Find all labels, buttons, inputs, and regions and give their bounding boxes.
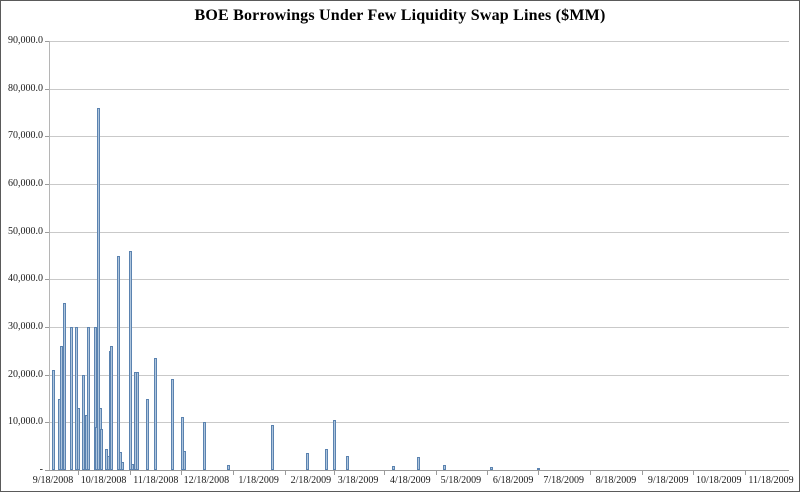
y-axis-label: 10,000.0 [8, 416, 43, 428]
x-axis-tick [232, 471, 234, 475]
y-axis-line [49, 41, 50, 470]
x-axis-label: 9/18/2008 [32, 475, 74, 486]
y-axis-label: - [39, 464, 43, 475]
bar [93, 327, 97, 470]
bar [306, 453, 309, 470]
x-axis-label: 6/18/2009 [492, 475, 534, 486]
gridline [49, 184, 789, 185]
x-axis-tick [78, 471, 80, 475]
gridline [49, 374, 789, 376]
gridline [49, 88, 789, 90]
x-axis-tick [538, 471, 540, 475]
bar [391, 466, 395, 470]
x-axis-tick [435, 471, 437, 475]
x-axis-tick [589, 471, 591, 475]
x-axis-label: 11/18/2008 [133, 475, 179, 486]
gridline [49, 327, 789, 328]
bar [145, 398, 149, 470]
bar [324, 448, 328, 470]
bar [81, 374, 85, 470]
y-axis-tick [45, 136, 49, 138]
bar [154, 357, 158, 470]
y-axis-label: 80,000.0 [8, 82, 43, 94]
y-axis-tick [45, 231, 49, 233]
y-axis-label: 70,000.0 [8, 130, 43, 142]
x-axis-label: 4/18/2009 [390, 475, 431, 486]
y-axis-tick [45, 41, 49, 42]
bar [120, 462, 124, 470]
bar [346, 455, 350, 470]
x-axis-label: 8/18/2009 [595, 475, 637, 486]
bar [63, 303, 67, 470]
x-axis-tick [693, 471, 695, 475]
bar [75, 327, 79, 470]
bar [181, 416, 185, 470]
bar [100, 429, 104, 470]
y-axis-label: 40,000.0 [8, 273, 43, 285]
x-axis-tick [384, 471, 386, 475]
bar [59, 346, 63, 470]
x-axis-tick [487, 471, 488, 475]
y-axis-label: 90,000.0 [8, 35, 43, 46]
x-axis-tick [181, 471, 183, 475]
x-axis-label: 11/18/2009 [748, 475, 794, 486]
x-axis-line [49, 470, 789, 471]
y-axis-tick [45, 327, 49, 328]
x-axis-label: 12/18/2008 [183, 475, 230, 486]
x-axis-label: 9/18/2009 [647, 475, 689, 486]
bar [135, 372, 139, 470]
bar [536, 468, 540, 471]
bar [270, 424, 274, 470]
y-axis-tick [45, 422, 49, 424]
x-axis-label: 7/18/2009 [543, 475, 584, 486]
bar [171, 379, 175, 470]
x-axis-tick [284, 471, 286, 475]
y-axis-tick [45, 279, 49, 281]
x-axis-tick [744, 471, 746, 475]
x-axis-tick [129, 471, 131, 475]
bar [51, 369, 55, 470]
bar [442, 464, 446, 470]
x-axis-label: 3/18/2009 [337, 475, 379, 486]
y-axis-label: 20,000.0 [8, 368, 43, 380]
bar [182, 450, 186, 470]
gridline [49, 136, 789, 138]
bar [76, 408, 80, 470]
bar [117, 255, 121, 470]
y-axis-label: 50,000.0 [8, 225, 43, 237]
x-axis-tick [334, 471, 336, 475]
bar [489, 466, 493, 470]
y-axis-tick [45, 374, 49, 376]
bar [332, 419, 336, 470]
bar [110, 346, 114, 470]
y-axis-label: 30,000.0 [8, 321, 43, 332]
x-axis-label: 1/18/2009 [238, 475, 279, 486]
gridline [49, 279, 789, 281]
x-axis-label: 10/18/2008 [80, 475, 127, 486]
x-axis-label: 5/18/2009 [440, 475, 482, 486]
y-axis-tick [45, 470, 49, 471]
bar [130, 463, 134, 470]
y-axis-tick [45, 184, 49, 185]
chart-title: BOE Borrowings Under Few Liquidity Swap … [194, 7, 606, 24]
x-axis-label: 10/18/2009 [695, 475, 742, 486]
bar [97, 107, 100, 470]
x-axis-label: 2/18/2009 [290, 475, 332, 486]
y-axis-label: 60,000.0 [8, 178, 43, 189]
bar [203, 422, 207, 470]
y-axis-tick [45, 88, 49, 90]
bar [129, 250, 133, 470]
x-axis-tick [642, 471, 644, 475]
bar [118, 452, 122, 470]
gridline [49, 231, 789, 233]
gridline [49, 422, 789, 424]
gridline [49, 41, 789, 42]
bar [226, 465, 230, 470]
bar [417, 456, 421, 470]
bar [70, 327, 74, 470]
bar [86, 327, 90, 470]
